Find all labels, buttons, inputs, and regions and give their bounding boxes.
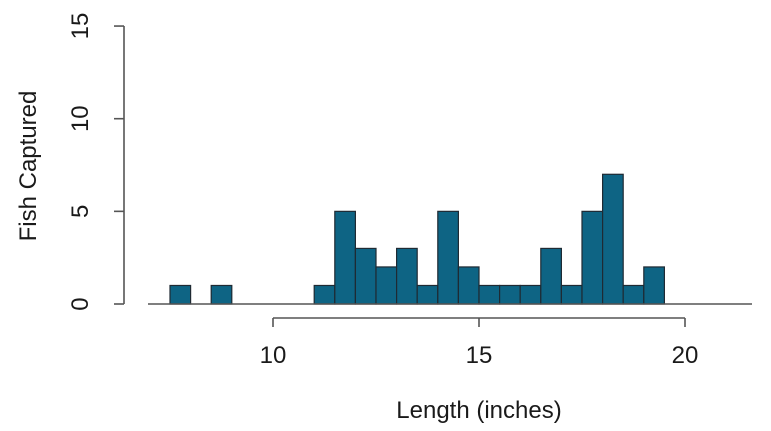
y-axis-ticks: 0 5 10 15 [67, 13, 124, 311]
x-tick-label-10: 10 [260, 342, 287, 369]
x-axis-title: Length (inches) [396, 397, 561, 424]
y-tick-label-5: 5 [67, 205, 94, 218]
histogram-bar-11 [499, 284, 521, 305]
histogram-bar-2 [313, 284, 336, 305]
histogram-bar-18 [643, 266, 665, 305]
histogram-bar-14 [560, 284, 583, 305]
x-axis-ticks: 10 15 20 [260, 318, 699, 369]
histogram-bar-0 [169, 284, 192, 305]
histogram-bar-1 [210, 284, 233, 305]
histogram-bar-17 [622, 284, 645, 305]
histogram-bar-5 [375, 266, 398, 305]
histogram-bar-10 [478, 284, 501, 305]
histogram-bar-9 [457, 266, 480, 305]
y-tick-label-15: 15 [67, 13, 94, 40]
y-tick-label-10: 10 [67, 105, 94, 132]
histogram-bar-13 [540, 247, 562, 305]
x-tick-label-15: 15 [466, 342, 493, 369]
histogram-bar-16 [601, 173, 624, 305]
histogram-bar-12 [519, 284, 542, 305]
histogram-bar-15 [581, 210, 604, 305]
y-tick-label-0: 0 [67, 297, 94, 310]
histogram-bar-7 [416, 284, 439, 305]
x-tick-label-20: 20 [672, 342, 699, 369]
histogram-bars [169, 173, 665, 305]
y-axis-title: Fish Captured [15, 91, 42, 242]
histogram-bar-6 [396, 247, 418, 305]
histogram-bar-3 [334, 210, 356, 305]
histogram-bar-8 [437, 210, 459, 305]
histogram-bar-4 [354, 247, 377, 305]
